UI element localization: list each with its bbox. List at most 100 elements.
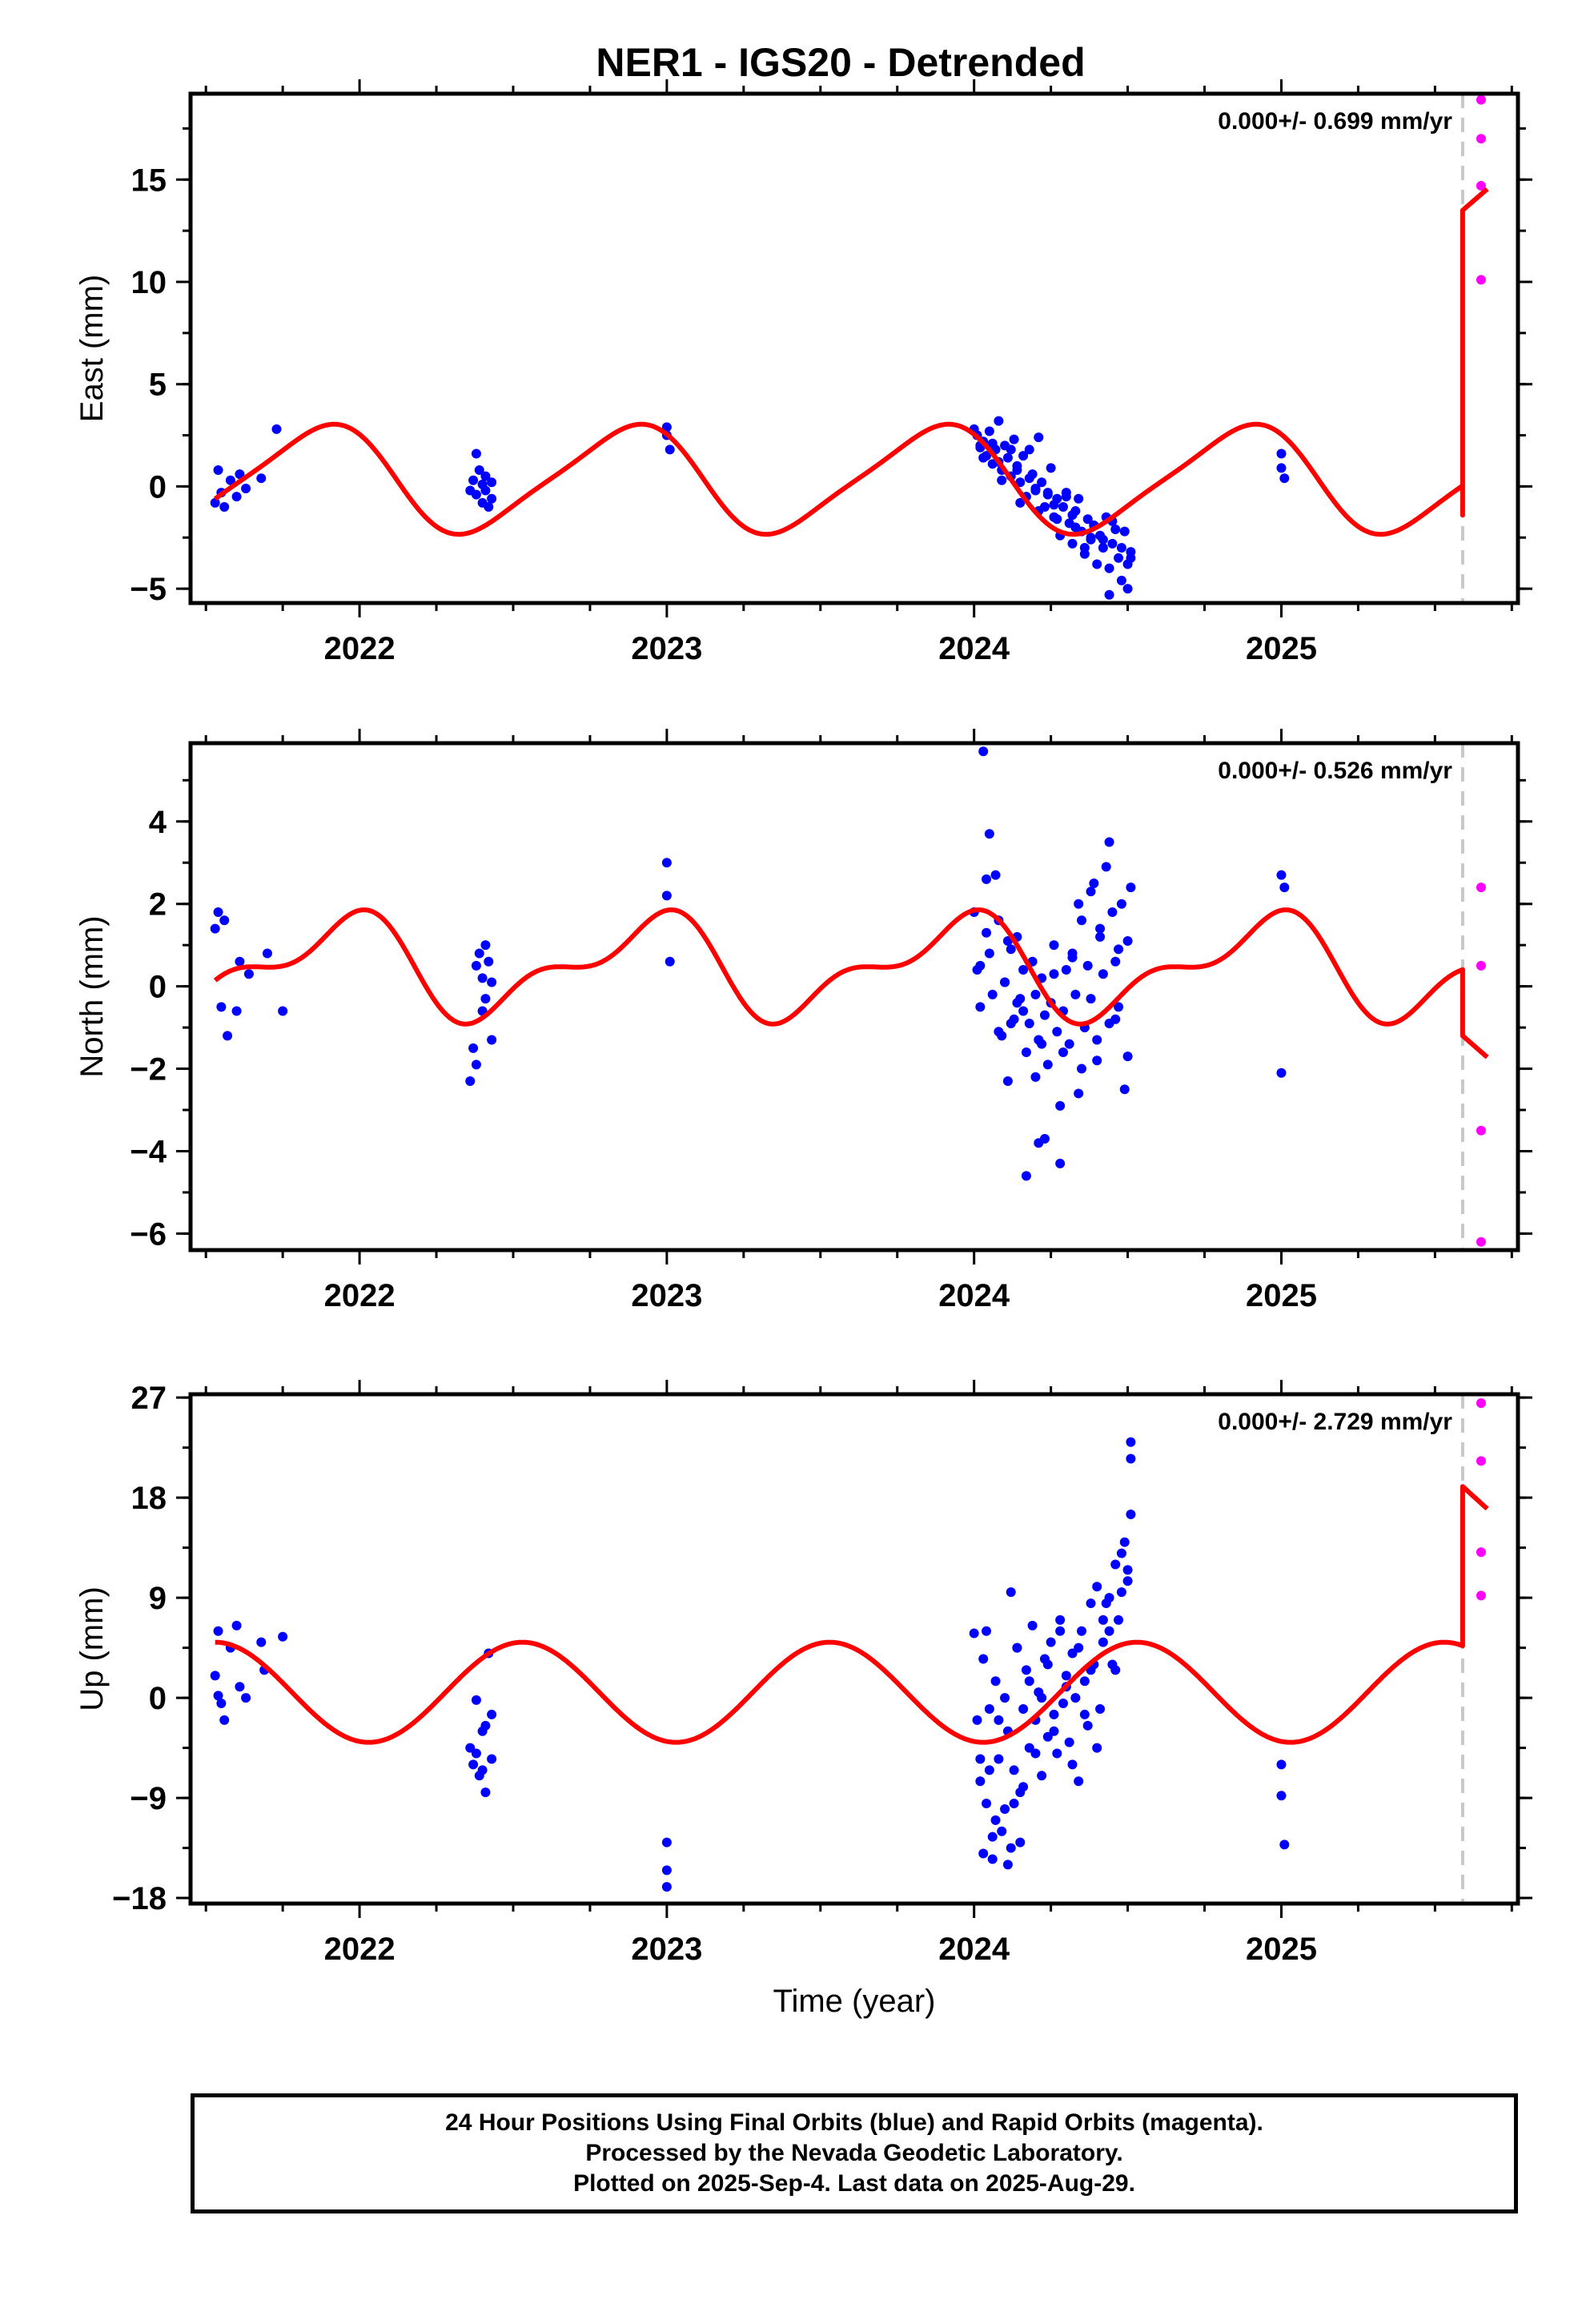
final-point <box>262 948 272 959</box>
final-point <box>982 874 992 884</box>
rapid-point <box>1476 180 1486 191</box>
x-tick-label: 2024 <box>938 631 1010 666</box>
final-point <box>661 1865 672 1876</box>
final-point <box>661 1882 672 1892</box>
final-point <box>1114 1614 1124 1625</box>
final-point <box>1276 463 1287 473</box>
final-point <box>1049 500 1059 510</box>
final-point <box>213 1626 223 1636</box>
final-point <box>1002 452 1013 463</box>
final-point <box>1006 1843 1016 1853</box>
final-point <box>1276 870 1287 880</box>
final-point <box>1009 1765 1019 1775</box>
final-point <box>665 956 675 967</box>
final-point <box>1116 543 1126 553</box>
final-point <box>1015 1837 1026 1848</box>
final-point <box>994 1715 1004 1725</box>
final-point <box>1079 543 1090 553</box>
final-point <box>1276 1759 1287 1770</box>
x-tick-label: 2025 <box>1246 1932 1317 1967</box>
x-tick-label: 2022 <box>324 1278 396 1313</box>
rapid-point <box>1476 1547 1486 1558</box>
final-point <box>990 1815 1001 1825</box>
panels: 2022 2023 2024 2025 −5 0 5 10 15 East (mm) 0.000+/… <box>74 79 1532 2019</box>
footer-line-1: 24 Hour Positions Using Final Orbits (bl… <box>445 2109 1263 2136</box>
final-point <box>987 1854 998 1864</box>
x-tick-label: 2023 <box>631 631 702 666</box>
final-point <box>1082 960 1093 971</box>
final-point <box>1276 448 1287 459</box>
final-point <box>243 969 254 979</box>
final-point <box>1119 1537 1130 1547</box>
final-point <box>235 469 245 480</box>
final-point <box>1002 1076 1013 1086</box>
final-point <box>978 746 989 757</box>
final-point <box>210 923 220 934</box>
final-point <box>1114 1002 1124 1012</box>
final-point <box>1015 497 1026 508</box>
y-tick-label: 10 <box>131 265 167 300</box>
final-point <box>471 960 481 971</box>
chart-title: NER1 - IGS20 - Detrended <box>596 40 1085 85</box>
panel-3: 2022 2023 2024 2025 −18 −9 0 9 18 27 Up (mm) 0.000+… <box>74 1380 1532 2019</box>
final-point <box>978 452 989 463</box>
x-tick-label: 2024 <box>938 1278 1010 1313</box>
final-point <box>1114 553 1124 563</box>
y-tick-label: 4 <box>149 805 167 840</box>
final-point <box>1098 543 1108 553</box>
rapid-point <box>1476 1236 1486 1247</box>
final-point <box>1042 1659 1053 1670</box>
final-point <box>1104 1593 1114 1603</box>
final-point <box>1126 1437 1136 1447</box>
y-tick-label: −9 <box>130 1781 167 1816</box>
plot-area <box>210 743 1489 1250</box>
final-point <box>480 485 491 496</box>
final-point <box>1122 936 1133 947</box>
model-curve <box>213 187 1489 537</box>
y-axis-label: North (mm) <box>74 915 110 1077</box>
final-point <box>1126 553 1136 563</box>
final-point <box>661 422 672 432</box>
y-tick-label: −2 <box>130 1052 167 1088</box>
final-point <box>216 1699 227 1709</box>
final-point <box>1061 965 1071 975</box>
final-point <box>213 464 223 475</box>
final-point <box>1021 1171 1031 1181</box>
final-point <box>1030 989 1041 999</box>
final-point <box>256 1637 267 1647</box>
final-point <box>1279 1839 1290 1850</box>
final-point <box>468 1759 479 1770</box>
rapid-point <box>1476 883 1486 893</box>
final-point <box>975 1776 986 1787</box>
final-point <box>1114 944 1124 955</box>
final-point <box>1021 1665 1031 1675</box>
final-point <box>978 1848 989 1859</box>
final-point <box>982 1626 992 1636</box>
panel-1: 2022 2023 2024 2025 −5 0 5 10 15 East (mm) 0.000+/… <box>74 79 1532 666</box>
final-point <box>468 475 479 485</box>
final-point <box>480 1720 491 1731</box>
rapid-point <box>1476 1125 1486 1136</box>
y-tick-label: 27 <box>131 1381 167 1416</box>
final-point <box>471 1695 481 1705</box>
final-point <box>1055 1626 1066 1636</box>
final-point <box>987 438 998 448</box>
final-point <box>471 1748 481 1759</box>
final-point <box>994 1027 1004 1037</box>
final-point <box>1024 1018 1034 1028</box>
final-point <box>1042 1731 1053 1742</box>
final-point <box>213 907 223 917</box>
final-point <box>231 492 242 502</box>
x-tick-label: 2025 <box>1246 631 1317 666</box>
final-point <box>1055 1158 1066 1168</box>
final-point <box>487 493 497 504</box>
model-curve <box>213 907 1489 1059</box>
y-tick-label: −18 <box>112 1881 167 1916</box>
final-point <box>984 1765 994 1775</box>
final-point <box>1279 473 1290 484</box>
final-point <box>1126 1454 1136 1464</box>
final-point <box>468 1043 479 1053</box>
final-point <box>219 1715 230 1725</box>
final-point <box>975 1754 986 1764</box>
final-point <box>1070 989 1081 999</box>
